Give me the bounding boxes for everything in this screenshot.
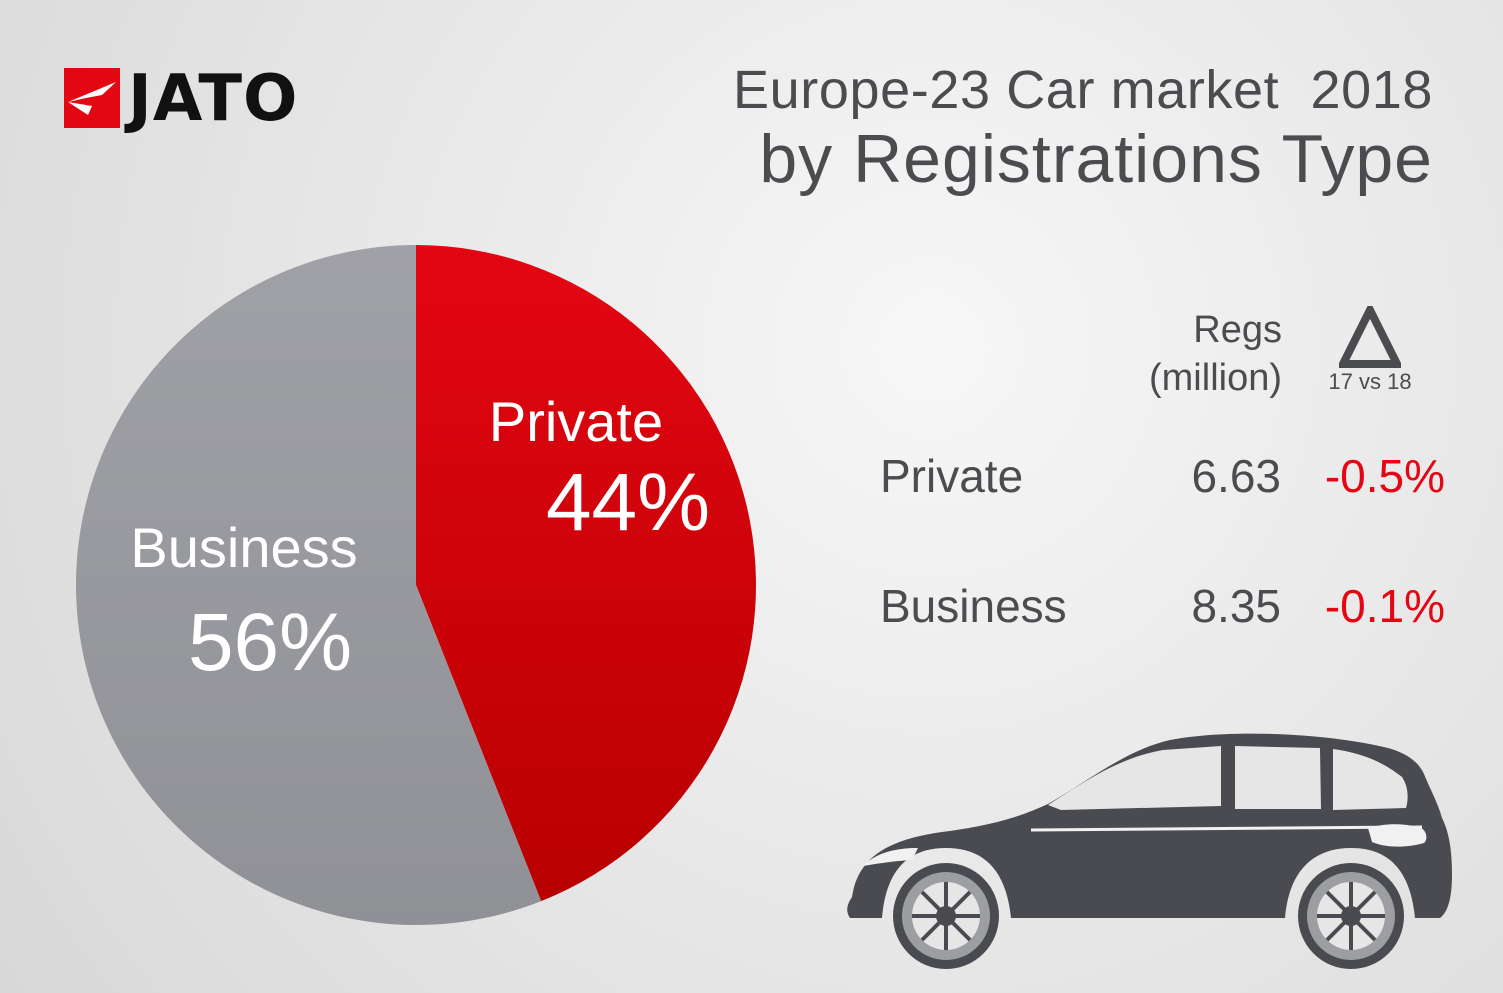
car-icon [847,733,1452,969]
jato-logo-icon [64,68,120,128]
delta-header-sub: 17 vs 18 [1328,369,1412,394]
chart-title-line-1: Europe-23 Car market 2018 [733,60,1433,120]
pie-label-private: Private [489,390,663,453]
business-row-change: -0.1% [1324,580,1445,632]
business-row-value: 8.35 [1191,580,1281,632]
registrations-table: Regs (million) 17 vs 18 Private 6.63 -0.… [875,300,1460,660]
regs-header-line-2: (million) [1149,357,1282,399]
private-row-label: Private [880,450,1024,502]
pie-label-business: Business [130,516,357,579]
chart-title-line-2: by Registrations Type [759,120,1433,197]
table-row: Business 8.35 -0.1% [880,576,1465,636]
pie-value-business: 56% [188,597,352,688]
business-row-label: Business [880,580,1067,632]
pie-value-private: 44% [546,457,710,548]
regs-header-line-1: Regs [1193,309,1282,351]
delta-icon [1339,306,1401,368]
regs-header: Regs (million) [1149,306,1282,402]
logo-text: JATO [128,62,299,136]
pie-slice-private [416,245,757,902]
chart-title: Europe-23 Car market 2018 by Registratio… [733,62,1433,199]
delta-header: 17 vs 18 [1320,306,1420,394]
table-row: Private 6.63 -0.5% [880,446,1465,506]
jato-logo: JATO [64,62,299,136]
pie-slice-business [76,245,542,925]
private-row-value: 6.63 [1191,450,1281,502]
private-row-change: -0.5% [1324,450,1445,502]
